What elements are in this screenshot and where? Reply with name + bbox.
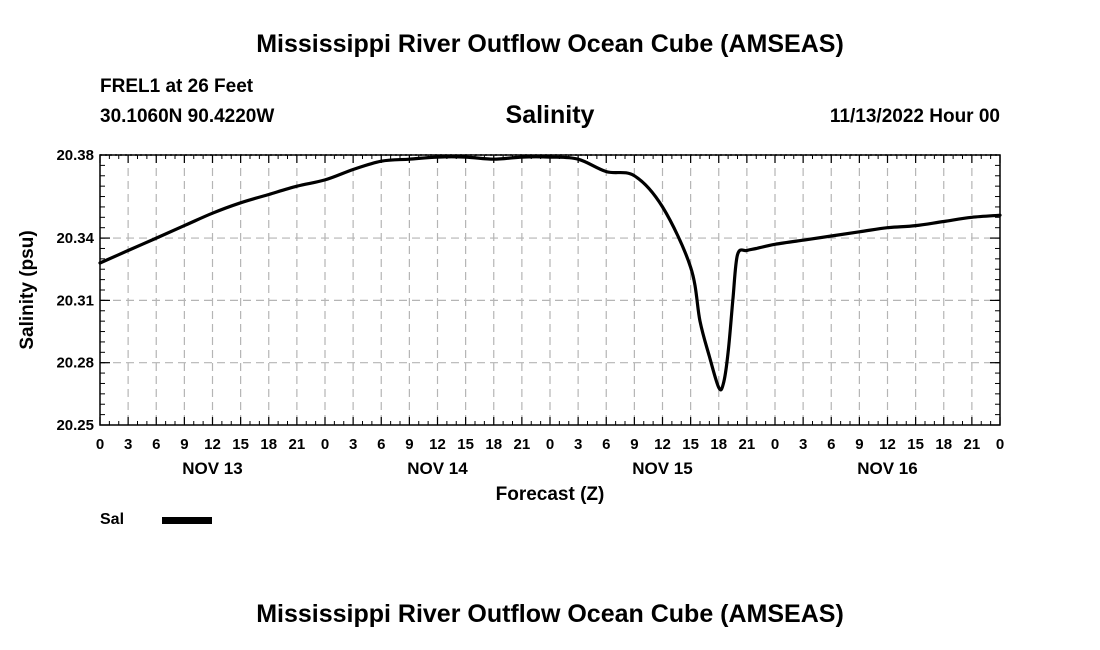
x-tick-label: 18: [710, 436, 727, 453]
page-title: Mississippi River Outflow Ocean Cube (AM…: [256, 30, 844, 58]
x-tick-label: 3: [349, 436, 357, 453]
axis-labels: 0 3 6 9 12 15 18 21 0 3 6 9 12 15 18 21 0 3 6 9 12 15 18 21 0 3 6 9…: [17, 147, 1004, 505]
x-tick-label: 0: [771, 436, 779, 453]
x-tick-label: 6: [602, 436, 610, 453]
y-tick-label: 20.34: [56, 230, 94, 247]
forecast-datetime: 11/13/2022 Hour 00: [829, 106, 1000, 127]
x-tick-label: 3: [124, 436, 132, 453]
x-day-label: NOV 13: [182, 459, 242, 478]
x-tick-label: 21: [514, 436, 531, 453]
x-day-label: NOV 15: [632, 459, 692, 478]
x-tick-label: 6: [152, 436, 160, 453]
x-tick-label: 0: [96, 436, 104, 453]
x-tick-label: 9: [630, 436, 638, 453]
x-day-label: NOV 16: [857, 459, 917, 478]
x-tick-label: 6: [377, 436, 385, 453]
x-tick-label: 18: [935, 436, 952, 453]
x-tick-label: 3: [799, 436, 807, 453]
x-tick-label: 15: [457, 436, 474, 453]
x-tick-label: 12: [879, 436, 896, 453]
chart-series: [98, 155, 1002, 392]
y-tick-label: 20.31: [56, 292, 94, 309]
x-tick-label: 0: [321, 436, 329, 453]
x-tick-label: 6: [827, 436, 835, 453]
legend-swatch: [162, 517, 212, 524]
x-tick-label: 21: [289, 436, 306, 453]
x-tick-label: 12: [654, 436, 671, 453]
x-tick-label: 0: [546, 436, 554, 453]
chart-title: Salinity: [505, 101, 595, 129]
x-axis-title: Forecast (Z): [496, 484, 605, 505]
y-tick-label: 20.28: [56, 355, 94, 372]
y-tick-label: 20.38: [56, 147, 94, 164]
x-tick-label: 15: [907, 436, 924, 453]
legend-label: Sal: [100, 511, 125, 528]
x-tick-label: 0: [996, 436, 1004, 453]
y-axis-title: Salinity (psu): [17, 230, 38, 349]
axis-ticks: [99, 154, 1001, 426]
series-line-sal: [98, 155, 1002, 392]
x-tick-label: 21: [739, 436, 756, 453]
x-tick-label: 3: [574, 436, 582, 453]
x-tick-label: 18: [260, 436, 277, 453]
x-tick-label: 9: [855, 436, 863, 453]
x-tick-label: 21: [964, 436, 981, 453]
x-tick-label: 9: [180, 436, 188, 453]
coordinates-label: 30.1060N 90.4220W: [100, 106, 275, 127]
x-tick-label: 12: [204, 436, 221, 453]
chart-grid: [100, 154, 1000, 425]
x-day-label: NOV 14: [407, 459, 468, 478]
station-label: FREL1 at 26 Feet: [100, 76, 254, 97]
x-tick-label: 15: [232, 436, 249, 453]
y-tick-label: 20.25: [56, 417, 94, 434]
footer-title: Mississippi River Outflow Ocean Cube (AM…: [256, 600, 844, 628]
x-tick-label: 9: [405, 436, 413, 453]
x-tick-label: 12: [429, 436, 446, 453]
x-tick-label: 18: [485, 436, 502, 453]
x-tick-label: 15: [682, 436, 699, 453]
